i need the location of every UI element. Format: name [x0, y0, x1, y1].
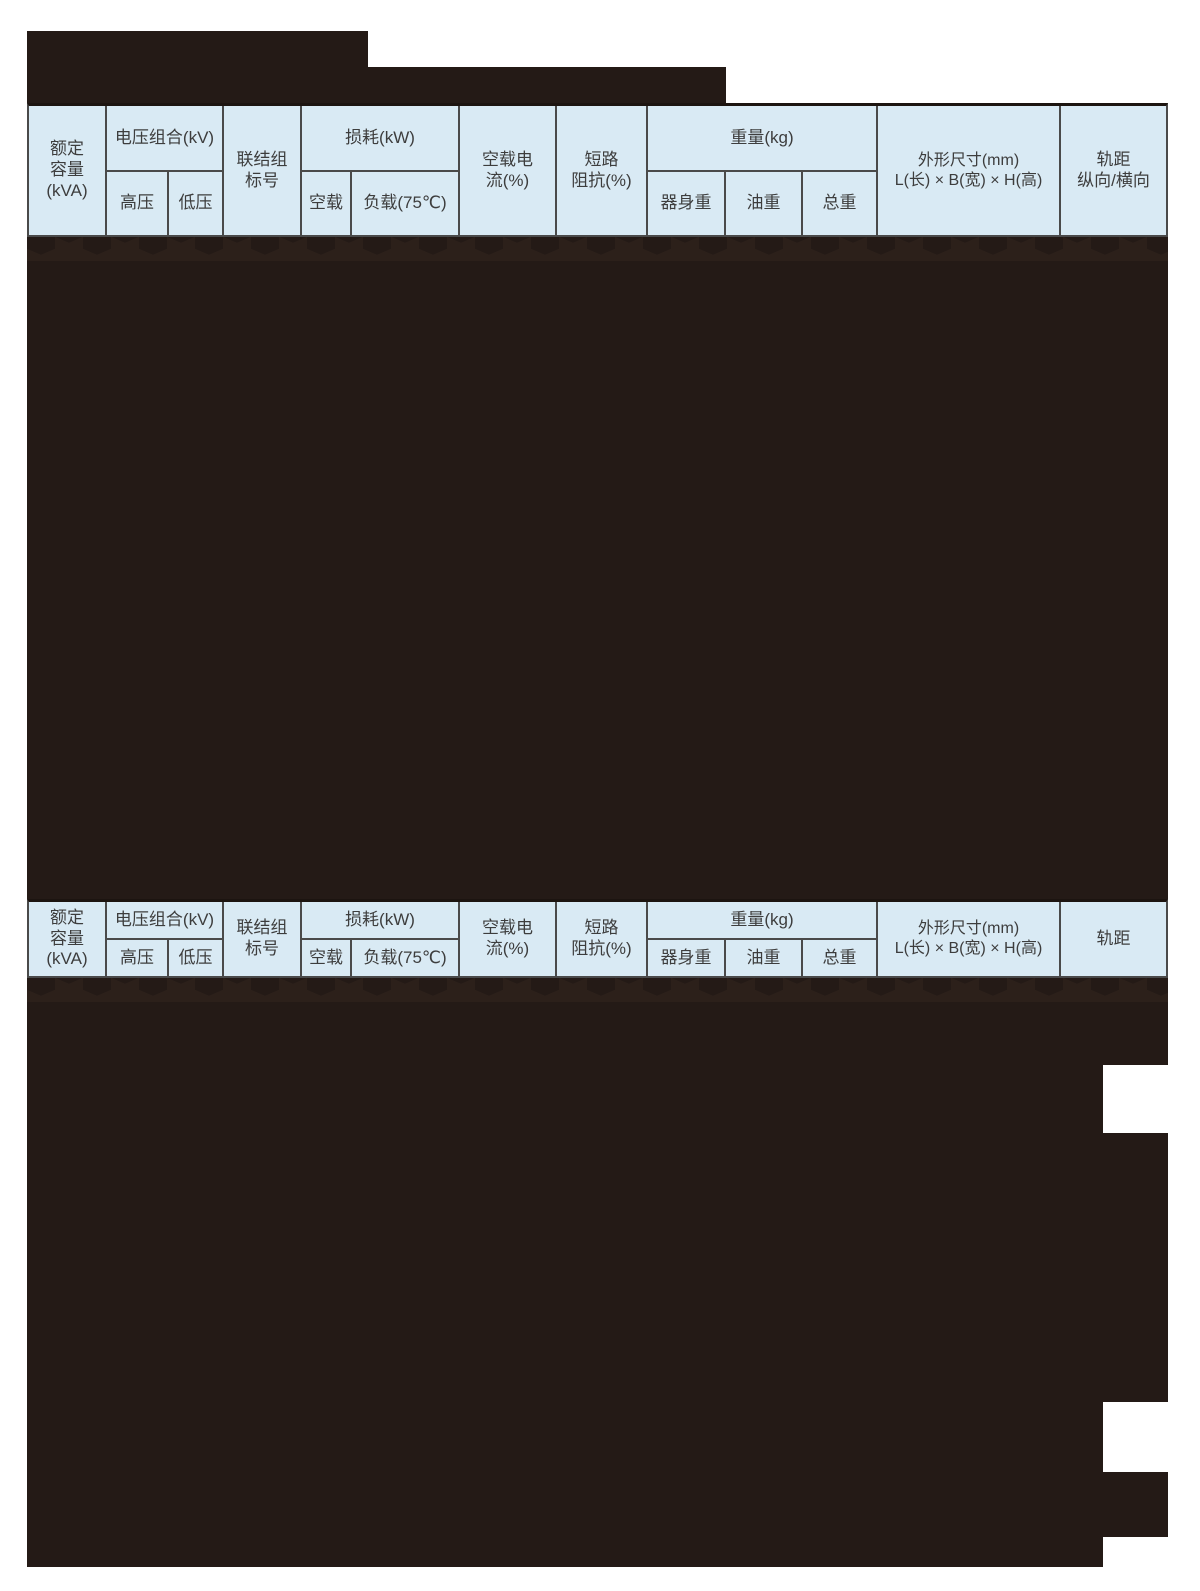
column-voltage-combo: 电压组合(kV) 高压 低压 — [105, 902, 222, 976]
rated-capacity-header: 额定 容量 (kVA) — [46, 139, 88, 200]
column-rated-capacity: 额定 容量 (kVA) — [29, 902, 105, 976]
dimensions-header: 外形尺寸(mm) L(长) × B(宽) × H(高) — [894, 920, 1043, 957]
redacted-title-line-1 — [27, 31, 368, 103]
column-dimensions: 外形尺寸(mm) L(长) × B(宽) × H(高) — [876, 106, 1059, 235]
load-loss-header: 负载(75℃) — [350, 172, 458, 235]
gauge-header: 轨距 纵向/横向 — [1077, 149, 1150, 190]
total-weight-header: 总重 — [801, 172, 876, 235]
redaction-gap-1 — [1103, 1065, 1168, 1133]
no-load-loss-header: 空载 — [309, 193, 343, 213]
voltage-combo-header: 电压组合(kV) — [114, 909, 215, 929]
rated-capacity-header: 额定 容量 (kVA) — [46, 907, 88, 969]
column-loss: 损耗(kW) 空载 负载(75℃) — [300, 902, 458, 976]
column-no-load-current: 空载电 流(%) — [458, 106, 555, 235]
loss-header: 损耗(kW) — [345, 127, 415, 147]
load-loss-header: 负载(75℃) — [350, 940, 458, 976]
no-load-current-header: 空载电 流(%) — [482, 149, 533, 190]
voltage-combo-header: 电压组合(kV) — [114, 127, 215, 147]
weight-header: 重量(kg) — [730, 909, 794, 929]
column-dimensions: 外形尺寸(mm) L(长) × B(宽) × H(高) — [876, 902, 1059, 976]
body-weight-header: 器身重 — [660, 193, 712, 213]
column-weight: 重量(kg) 器身重 油重 总重 — [646, 902, 876, 976]
column-gauge: 轨距 纵向/横向 — [1059, 106, 1166, 235]
gauge-header: 轨距 — [1096, 928, 1131, 948]
oil-weight-header: 油重 — [724, 940, 801, 976]
column-no-load-current: 空载电 流(%) — [458, 902, 555, 976]
spec-table-header-1: 额定 容量 (kVA) 电压组合(kV) 高压 低压 联结组 标号 损耗(kW)… — [27, 103, 1168, 237]
no-load-current-header: 空载电 流(%) — [482, 918, 533, 958]
redaction-gap-2 — [1103, 1402, 1168, 1472]
impedance-header: 短路 阻抗(%) — [571, 918, 632, 958]
vector-group-header: 联结组 标号 — [236, 918, 288, 958]
redacted-title-line-2 — [368, 67, 726, 103]
redacted-table-body-2 — [27, 978, 1168, 1567]
column-voltage-combo: 电压组合(kV) 高压 低压 — [105, 106, 222, 235]
hv-header: 高压 — [120, 947, 154, 967]
vector-group-header: 联结组 标号 — [236, 149, 288, 190]
redaction-gap-3 — [1103, 1537, 1168, 1567]
body-weight-header: 器身重 — [660, 947, 712, 967]
column-gauge: 轨距 — [1059, 902, 1166, 976]
weight-header: 重量(kg) — [730, 127, 794, 147]
lv-header: 低压 — [167, 940, 222, 976]
column-impedance: 短路 阻抗(%) — [555, 902, 646, 976]
column-loss: 损耗(kW) 空载 负载(75℃) — [300, 106, 458, 235]
column-impedance: 短路 阻抗(%) — [555, 106, 646, 235]
loss-header: 损耗(kW) — [345, 909, 415, 929]
redaction-torn-edge — [27, 978, 1168, 1002]
no-load-loss-header: 空载 — [309, 947, 343, 967]
redacted-table-body-1 — [27, 237, 1168, 899]
column-rated-capacity: 额定 容量 (kVA) — [29, 106, 105, 235]
spec-table-header-2: 额定 容量 (kVA) 电压组合(kV) 高压 低压 联结组 标号 损耗(kW)… — [27, 899, 1168, 978]
hv-header: 高压 — [120, 193, 154, 213]
lv-header: 低压 — [167, 172, 222, 235]
redaction-torn-edge — [27, 237, 1168, 261]
dimensions-header: 外形尺寸(mm) L(长) × B(宽) × H(高) — [894, 151, 1043, 189]
column-weight: 重量(kg) 器身重 油重 总重 — [646, 106, 876, 235]
oil-weight-header: 油重 — [724, 172, 801, 235]
total-weight-header: 总重 — [801, 940, 876, 976]
column-vector-group: 联结组 标号 — [222, 106, 300, 235]
impedance-header: 短路 阻抗(%) — [571, 149, 632, 190]
column-vector-group: 联结组 标号 — [222, 902, 300, 976]
